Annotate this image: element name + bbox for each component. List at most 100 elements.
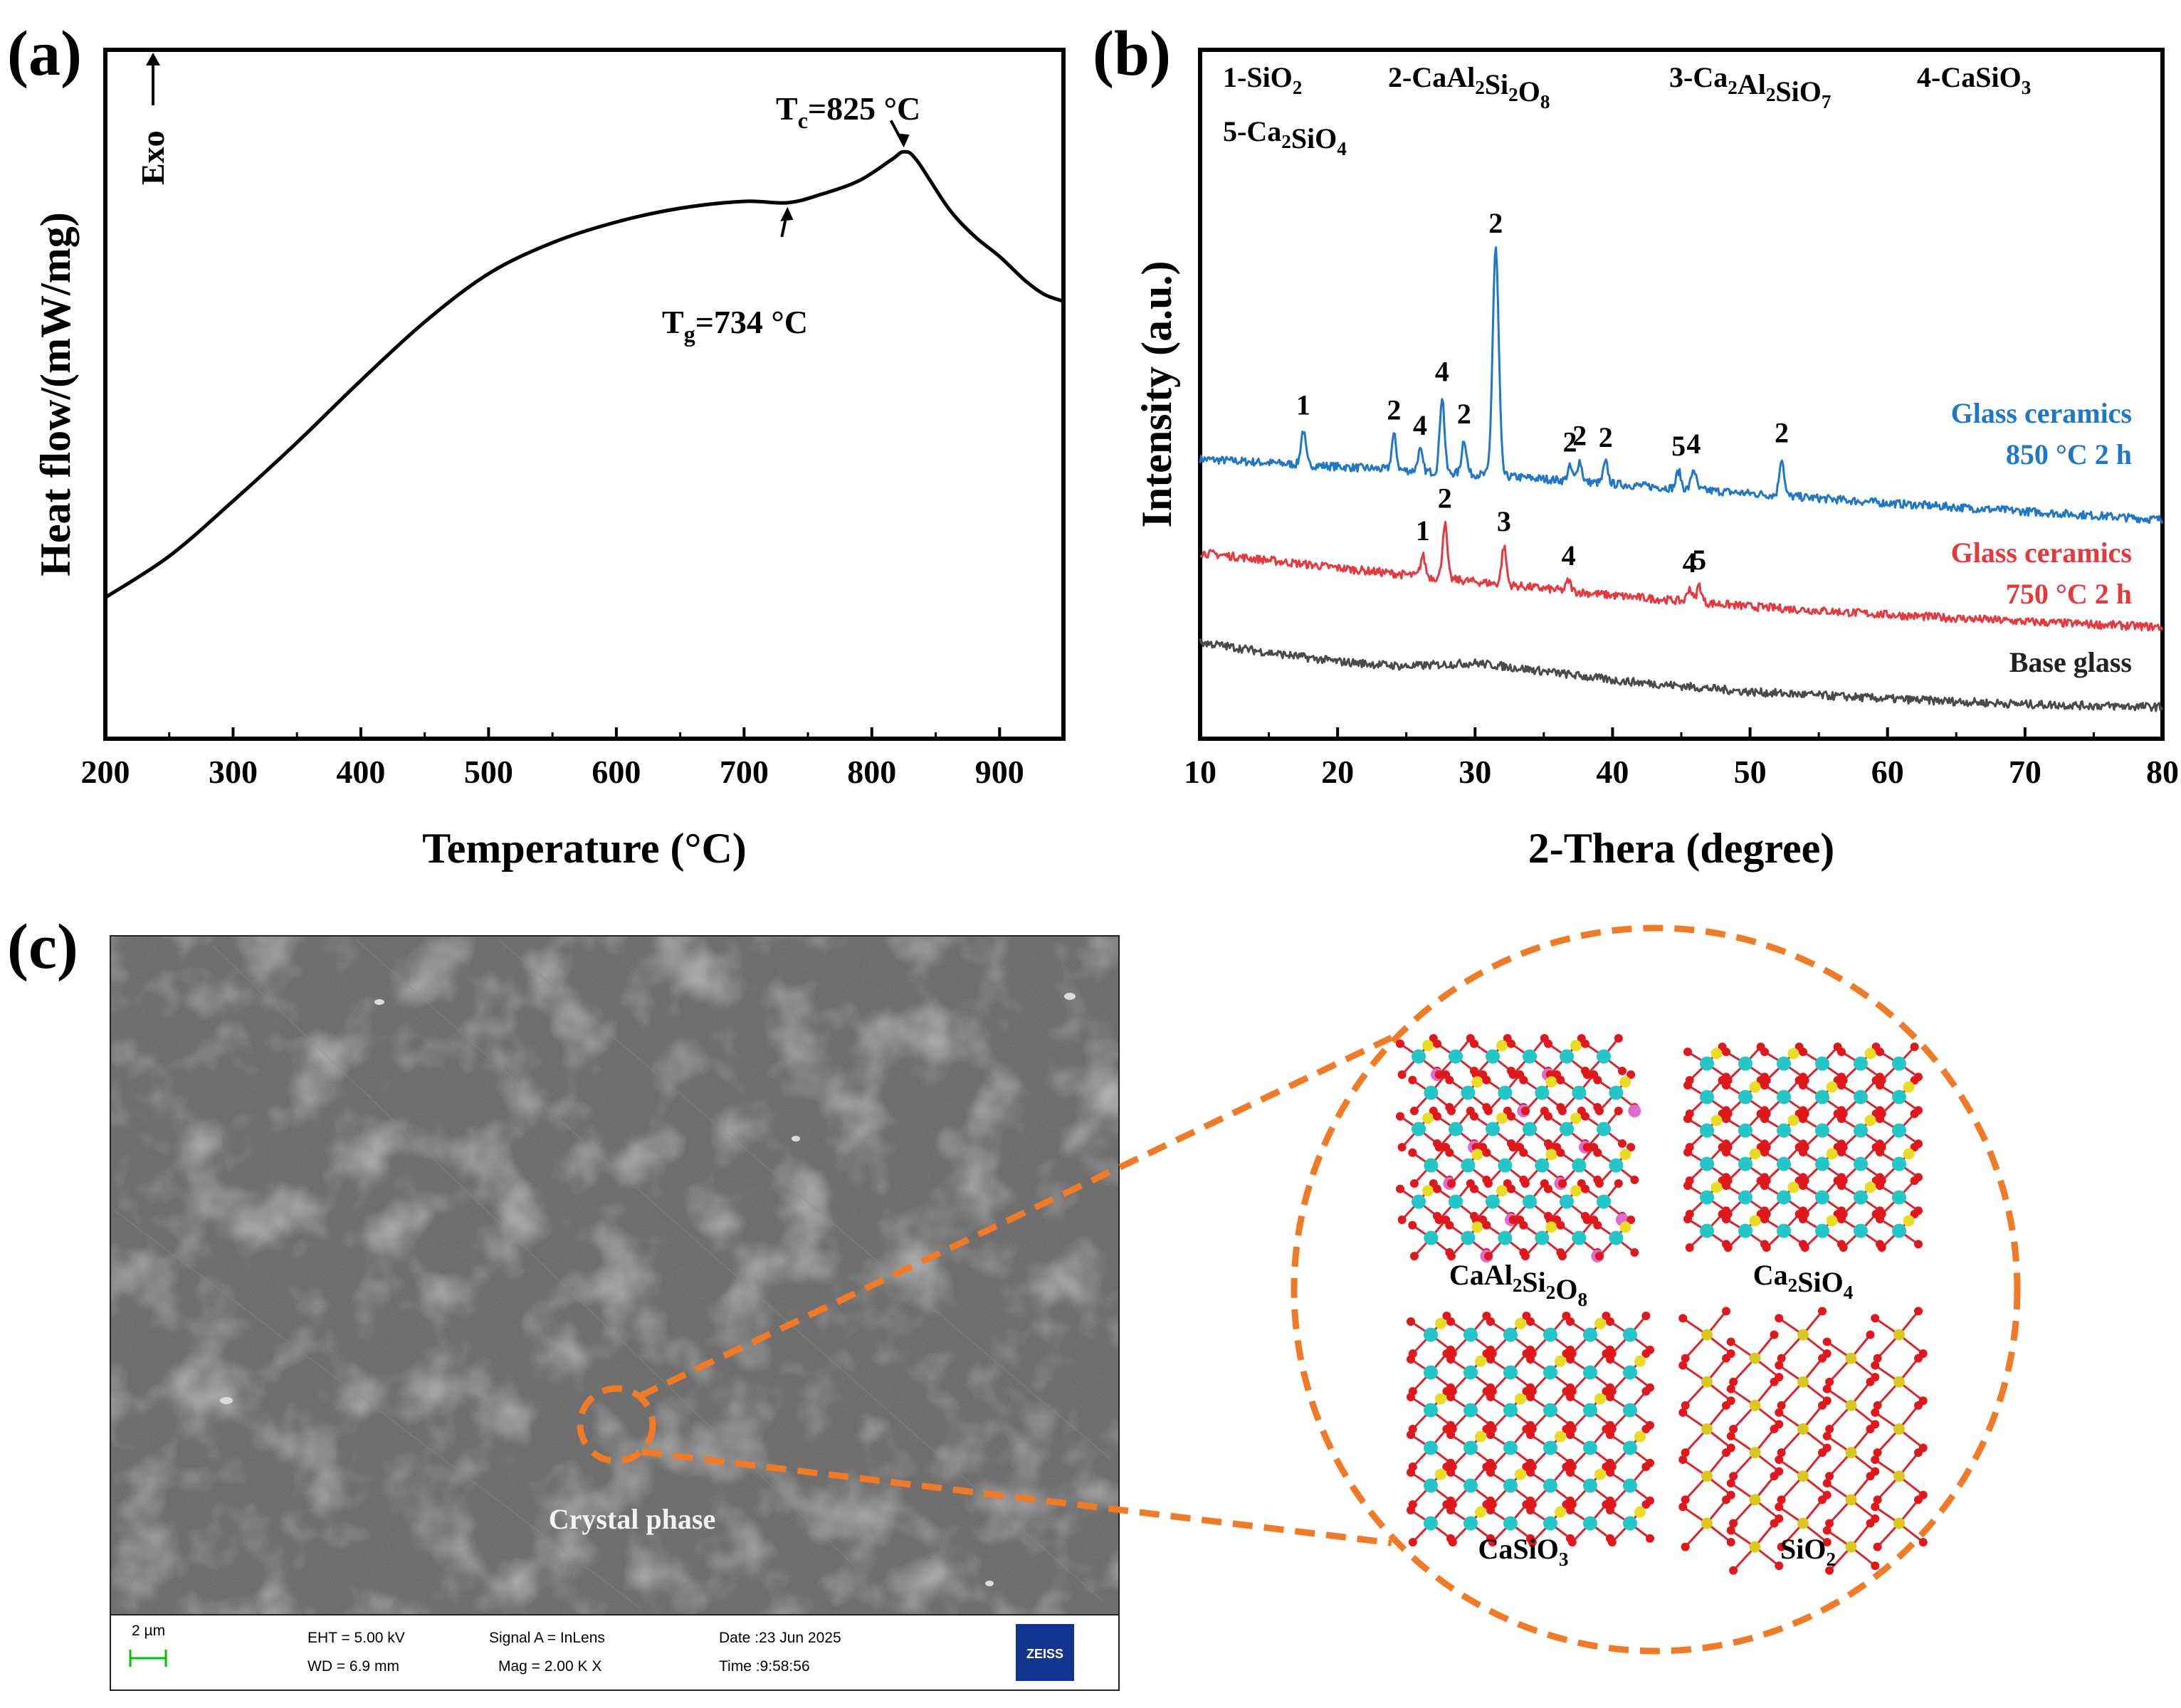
sem-date: Date :23 Jun 2025	[719, 1630, 841, 1646]
sem-eht: EHT = 5.00 kV	[308, 1630, 405, 1646]
panel-c-sem: (c) 2 µm	[7, 912, 2021, 1691]
peak-label: 2	[1438, 483, 1452, 515]
crystal-phase-marker	[577, 1385, 656, 1465]
dsc-curve	[104, 149, 1064, 599]
panel-b-x-title: 2-Thera (degree)	[1528, 825, 1834, 872]
crystal-structures: CaAl2Si2O8 Ca2SiO4 CaSiO3 SiO2	[1396, 1034, 1928, 1575]
sem-signal: Signal A = InLens	[489, 1630, 605, 1646]
peak-label: 3	[1497, 505, 1511, 537]
zeiss-logo-icon	[1016, 1624, 1074, 1681]
xrd-series-1	[1200, 520, 2164, 632]
b-x-tick-label: 10	[1184, 754, 1216, 790]
peak-label: 1	[1296, 389, 1310, 421]
peak-label: 4	[1562, 539, 1576, 571]
b-x-tick-label: 50	[1734, 754, 1767, 790]
series-label: Base glass	[2009, 646, 2132, 678]
callout-line-bottom	[641, 1448, 1392, 1546]
peak-label: 2	[1457, 398, 1471, 430]
crystal-phase-label: Crystal phase	[549, 1503, 715, 1535]
b-x-tick-label: 70	[2009, 754, 2041, 790]
phase-legend-item: 3-Ca2Al2SiO7	[1669, 61, 1831, 112]
annotation-label: Tg=734 °C	[662, 304, 808, 347]
panel-a-x-title: Temperature (°C)	[422, 825, 747, 872]
peak-label: 4	[1413, 409, 1427, 441]
crystal-structure-wollastonite	[1407, 1312, 1654, 1546]
panel-a-y-title: Heat flow/(mW/mg)	[32, 212, 79, 576]
zoom-callout	[577, 924, 2021, 1655]
exo-label: Exo	[135, 130, 171, 185]
a-x-tick-label: 200	[81, 754, 130, 790]
panel-a-label: (a)	[7, 19, 82, 89]
scale-bar-icon	[129, 1650, 167, 1667]
series-labels: Glass ceramics 850 °C 2 h Glass ceramics 75…	[1951, 397, 2132, 678]
b-x-tick-label: 30	[1459, 754, 1491, 790]
phase-legend: 1-SiO2 2-CaAl2Si2O8 3-Ca2Al2SiO7 4-CaSiO3 5-…	[1223, 61, 2031, 159]
b-x-tick-label: 20	[1321, 754, 1354, 790]
series-label: Glass ceramics	[1951, 537, 2132, 569]
xrd-series-0	[1199, 246, 2164, 524]
b-x-tick-label: 40	[1596, 754, 1629, 790]
a-x-tick-label: 800	[847, 754, 896, 790]
phase-legend-item: 2-CaAl2Si2O8	[1388, 61, 1550, 112]
peak-label: 2	[1488, 207, 1503, 239]
series-label: 750 °C 2 h	[2006, 578, 2132, 610]
panel-b-label: (b)	[1093, 19, 1171, 89]
annotation-arrowhead-icon	[896, 133, 910, 148]
peak-label: 5	[1692, 544, 1706, 576]
b-x-tick-label: 60	[1871, 754, 1904, 790]
structure-label-anorthite: CaAl2Si2O8	[1449, 1259, 1587, 1310]
a-x-tick-label: 300	[209, 754, 258, 790]
annotation-label: Tc=825 °C	[776, 90, 920, 133]
panel-a-annotations: Tc=825 °C Tg=734 °C	[662, 90, 920, 347]
panel-b-x-axis: 10 20 30 40 50 60 70 80	[1184, 727, 2179, 790]
structure-label-wollastonite: CaSiO3	[1478, 1533, 1569, 1570]
exo-arrowhead-icon	[146, 53, 160, 65]
xrd-series-2	[1199, 638, 2164, 712]
sem-wd: WD = 6.9 mm	[308, 1658, 399, 1675]
panel-c-label: (c)	[7, 912, 78, 982]
phase-legend-item: 5-Ca2SiO4	[1223, 115, 1347, 159]
peak-label: 5	[1671, 430, 1686, 462]
sem-time: Time :9:58:56	[719, 1658, 810, 1675]
panel-a-frame	[103, 48, 1066, 741]
peak-label: 2	[1599, 421, 1613, 453]
panel-a-x-axis: 200 300 400 500 600 700 800 900	[81, 727, 1024, 790]
peak-label: 1	[1416, 515, 1430, 547]
crystal-structure-larnite	[1683, 1043, 1923, 1252]
series-label: 850 °C 2 h	[2006, 438, 2132, 470]
zeiss-logo-text: ZEISS	[1026, 1647, 1063, 1661]
a-x-tick-label: 500	[464, 754, 513, 790]
sem-info-bar: 2 µm EHT = 5.00 kV WD = 6.9 mm Signal A …	[110, 1614, 1120, 1691]
crystal-structure-quartz	[1678, 1307, 1928, 1575]
peak-label: 2	[1572, 420, 1587, 452]
scale-bar-label: 2 µm	[132, 1623, 165, 1639]
panel-b-y-title: Intensity (a.u.)	[1133, 260, 1180, 527]
peak-label: 4	[1435, 355, 1449, 387]
peak-label: 2	[1563, 426, 1577, 458]
a-x-tick-label: 900	[975, 754, 1024, 790]
exo-indicator: Exo	[135, 53, 171, 185]
peak-label: 4	[1686, 428, 1701, 460]
series-label: Glass ceramics	[1951, 397, 2132, 429]
panel-a-plot-area	[104, 149, 1064, 599]
magnified-region	[1291, 924, 2021, 1655]
structure-label-larnite: Ca2SiO4	[1753, 1259, 1854, 1303]
phase-legend-item: 1-SiO2	[1223, 61, 1302, 98]
callout-line-top	[638, 1034, 1393, 1400]
phase-legend-item: 4-CaSiO3	[1917, 61, 2031, 98]
sem-mag: Mag = 2.00 K X	[498, 1658, 601, 1675]
panel-a-dsc-chart: (a) 200 300 400 500 600 700 800 900 Exo Heat fl…	[7, 19, 1066, 872]
annotation-arrowhead-icon	[780, 206, 794, 221]
peak-label: 4	[1683, 547, 1697, 579]
peak-label: 2	[1775, 416, 1789, 448]
a-x-tick-label: 600	[592, 754, 641, 790]
crystal-structure-anorthite	[1396, 1034, 1641, 1262]
a-x-tick-label: 700	[720, 754, 769, 790]
structure-label-quartz: SiO2	[1780, 1533, 1836, 1570]
sem-image	[110, 936, 1119, 1615]
peak-label: 2	[1387, 394, 1401, 426]
